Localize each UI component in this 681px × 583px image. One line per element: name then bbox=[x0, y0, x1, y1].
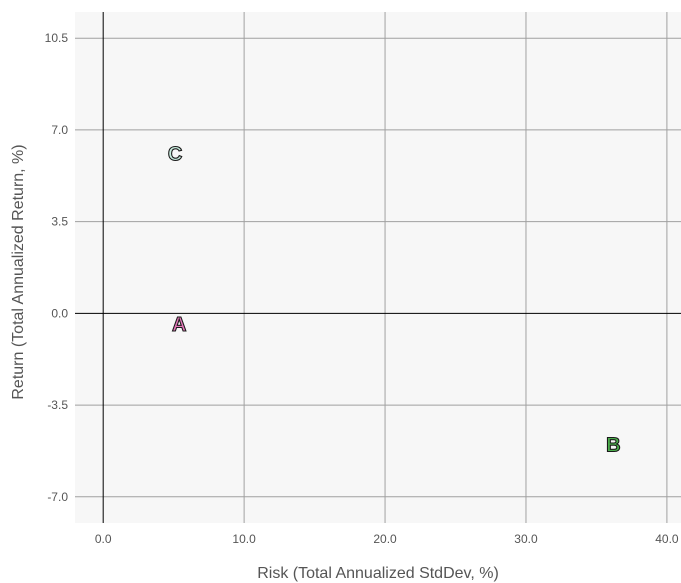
x-tick-label: 30.0 bbox=[514, 532, 538, 546]
zero-lines bbox=[75, 12, 681, 523]
y-axis-ticks: -7.0 -3.5 0.0 3.5 7.0 10.5 bbox=[45, 31, 69, 504]
plot-background bbox=[75, 12, 681, 523]
y-tick-label: 3.5 bbox=[51, 215, 68, 229]
x-tick-label: 0.0 bbox=[95, 532, 112, 546]
x-tick-label: 20.0 bbox=[373, 532, 397, 546]
x-tick-label: 10.0 bbox=[232, 532, 256, 546]
grid-lines bbox=[75, 12, 681, 523]
y-tick-label: -7.0 bbox=[47, 490, 68, 504]
y-tick-label: 10.5 bbox=[45, 31, 69, 45]
x-axis-title: Risk (Total Annualized StdDev, %) bbox=[257, 565, 499, 582]
y-tick-label: 7.0 bbox=[51, 123, 68, 137]
data-point-c: C bbox=[168, 144, 182, 166]
data-point-b: B bbox=[606, 434, 620, 456]
x-tick-label: 40.0 bbox=[655, 532, 679, 546]
data-point-a: A bbox=[172, 314, 186, 336]
y-axis-title: Return (Total Annualized Return, %) bbox=[10, 144, 27, 399]
y-tick-label: -3.5 bbox=[47, 398, 68, 412]
y-tick-label: 0.0 bbox=[51, 306, 68, 320]
x-axis-ticks: 0.0 10.0 20.0 30.0 40.0 bbox=[95, 532, 679, 546]
data-points: A B C bbox=[167, 143, 621, 457]
